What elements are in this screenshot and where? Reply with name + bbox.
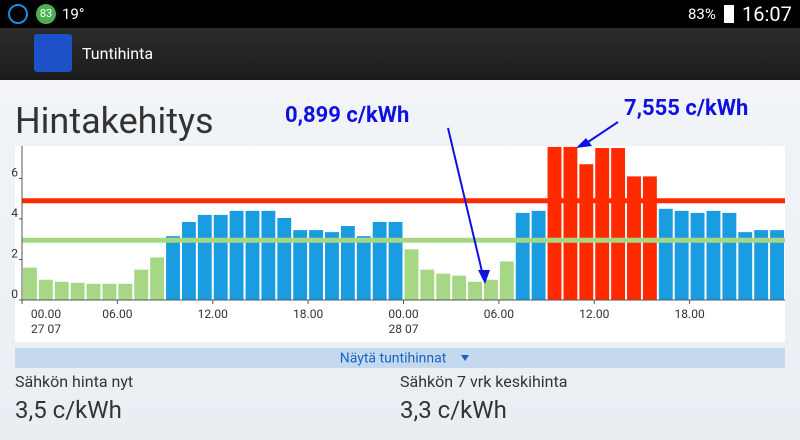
bar xyxy=(181,221,196,300)
dropdown-icon xyxy=(461,355,469,361)
x-tick-label: 00.00 xyxy=(388,307,418,321)
bar xyxy=(325,232,339,300)
bar xyxy=(547,146,562,300)
bar xyxy=(23,267,37,300)
bar xyxy=(738,232,753,300)
bar xyxy=(499,261,514,300)
bar xyxy=(134,269,149,300)
bar xyxy=(388,221,403,300)
bar xyxy=(213,214,228,300)
bar xyxy=(770,230,784,300)
bar xyxy=(674,210,689,300)
arrow-head xyxy=(576,138,592,148)
bar xyxy=(118,283,133,300)
bar xyxy=(531,210,546,300)
bar xyxy=(420,269,435,300)
battery-percent: 83% xyxy=(688,5,716,23)
x-tick-label: 06.00 xyxy=(102,307,132,321)
annotation: 0,899 c/kWh xyxy=(285,103,409,128)
y-tick-label: 6 xyxy=(11,166,18,180)
heading: Hintakehitys xyxy=(15,100,214,142)
bar xyxy=(404,249,419,300)
temperature: 19° xyxy=(62,5,85,23)
bar xyxy=(261,210,276,300)
y-tick-label: 0 xyxy=(11,287,18,301)
y-tick-label: 2 xyxy=(11,247,18,261)
battery-icon xyxy=(724,5,734,23)
bar xyxy=(309,230,324,300)
x-tick-label: 12.00 xyxy=(579,307,609,321)
x-tick-label: 18.00 xyxy=(293,307,323,321)
x-tick-label: 12.00 xyxy=(198,307,228,321)
bar xyxy=(722,212,737,300)
x-tick-label: 06.00 xyxy=(484,307,514,321)
stat-label: Sähkön hinta nyt xyxy=(15,372,134,391)
bar xyxy=(54,281,69,300)
stat-label: Sähkön 7 vrk keskihinta xyxy=(400,372,568,391)
x-tick-label: 18.00 xyxy=(675,307,705,321)
app-bar: Tuntihinta xyxy=(0,28,800,80)
bar xyxy=(611,148,626,300)
y-tick-label: 4 xyxy=(11,206,18,220)
bar xyxy=(436,273,451,300)
app-icon-s xyxy=(8,4,28,24)
stat-value: 3,5 c/kWh xyxy=(15,396,122,424)
clock: 16:07 xyxy=(742,2,792,26)
arrow-head xyxy=(478,270,490,284)
bar xyxy=(229,210,244,300)
stat-value: 3,3 c/kWh xyxy=(400,396,507,424)
x-tick-label: 00.00 xyxy=(31,307,61,321)
bar xyxy=(483,279,498,300)
bar xyxy=(754,230,769,300)
bar xyxy=(340,226,355,300)
bar xyxy=(293,230,308,300)
bar xyxy=(579,164,594,300)
annotation: 7,555 c/kWh xyxy=(624,96,748,121)
bar xyxy=(86,283,101,300)
toggle-button[interactable] xyxy=(15,348,785,368)
bar xyxy=(372,221,387,300)
bar xyxy=(595,148,610,300)
bar xyxy=(70,282,85,300)
toggle-label[interactable]: Näytä tuntihinnat xyxy=(340,351,447,367)
status-bar: 83 19° 83% 16:07 xyxy=(0,0,800,28)
bar xyxy=(356,236,371,300)
bar xyxy=(706,210,721,300)
bar xyxy=(166,236,180,300)
notification-badge: 83 xyxy=(36,4,56,24)
bar xyxy=(690,212,705,300)
bar xyxy=(102,283,117,300)
app-title: Tuntihinta xyxy=(82,44,154,63)
bar xyxy=(197,214,212,300)
bar xyxy=(658,208,673,300)
bar xyxy=(515,212,530,300)
bar xyxy=(563,146,578,300)
bar xyxy=(38,279,53,300)
bar xyxy=(150,257,165,300)
x-date-label: 27 07 xyxy=(31,322,61,336)
bar xyxy=(277,217,292,300)
bar xyxy=(452,275,467,300)
bar xyxy=(245,210,260,300)
app-logo[interactable] xyxy=(34,34,72,72)
x-date-label: 28 07 xyxy=(389,322,419,336)
annotation-arrow xyxy=(447,127,485,281)
bar xyxy=(468,281,482,300)
